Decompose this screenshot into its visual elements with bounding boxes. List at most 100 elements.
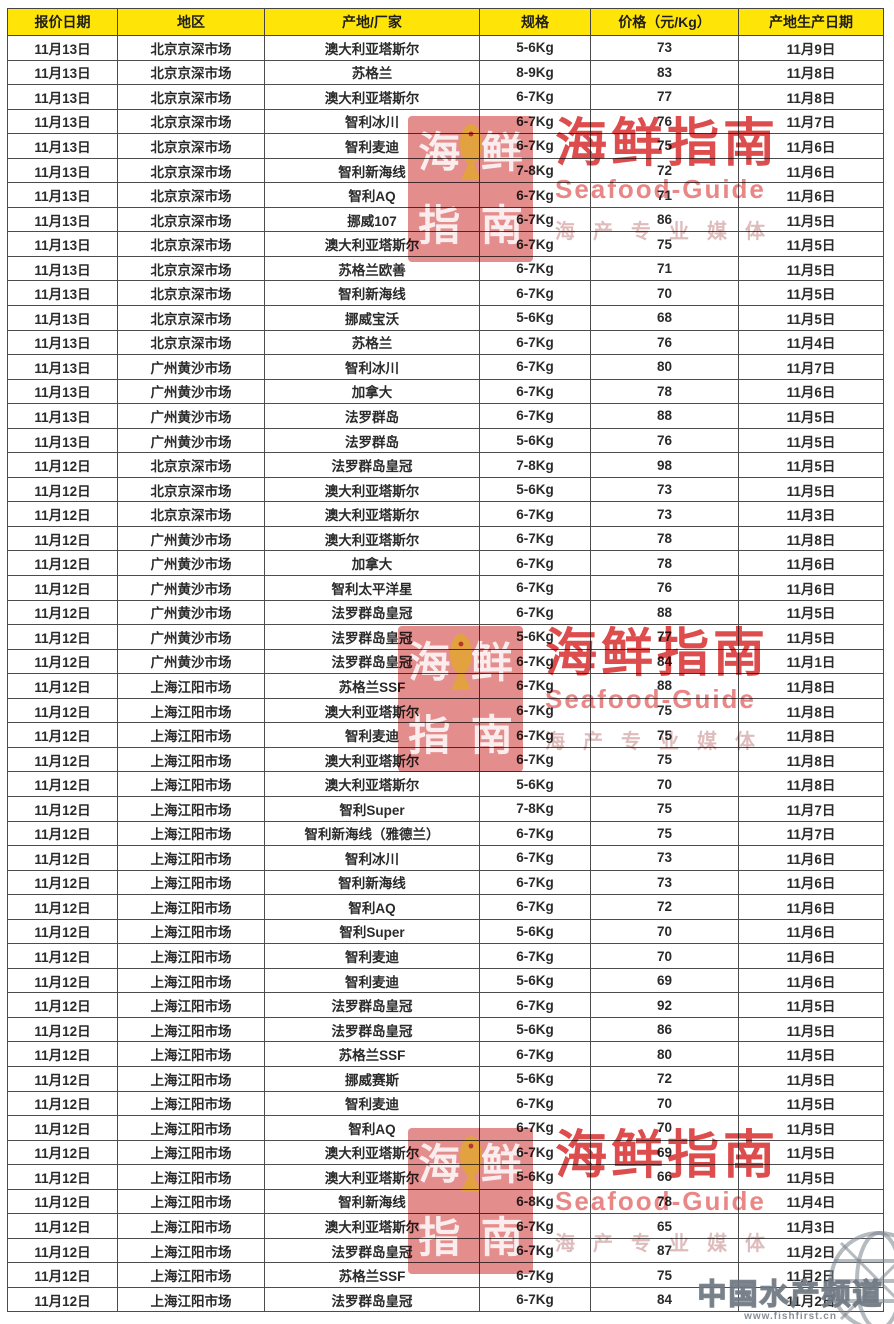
cell-spec: 6-7Kg <box>479 894 591 920</box>
cell-production_date: 11月6日 <box>738 182 884 208</box>
table-row: 11月13日 北京京深市场 苏格兰 6-7Kg 76 11月4日 <box>7 329 884 356</box>
cell-price: 72 <box>590 894 739 920</box>
table-body: 11月13日 北京京深市场 澳大利亚塔斯尔 5-6Kg 73 11月9日 11月13日 北京京… <box>7 35 884 1313</box>
cell-origin: 澳大利亚塔斯尔 <box>264 1139 480 1166</box>
cell-spec: 6-7Kg <box>479 550 591 577</box>
cell-region: 上海江阳市场 <box>117 771 265 797</box>
cell-price: 69 <box>590 1139 739 1166</box>
cell-region: 上海江阳市场 <box>117 967 265 994</box>
cell-region: 上海江阳市场 <box>117 1164 265 1190</box>
cell-origin: 挪威107 <box>264 206 480 233</box>
cell-region: 广州黄沙市场 <box>117 624 265 650</box>
cell-origin: 智利太平洋星 <box>264 575 480 601</box>
cell-production_date: 11月5日 <box>738 599 884 626</box>
cell-spec: 6-7Kg <box>479 869 591 896</box>
cell-region: 上海江阳市场 <box>117 697 265 724</box>
table-row: 11月12日 上海江阳市场 智利冰川 6-7Kg 73 11月6日 <box>7 845 884 871</box>
cell-origin: 智利新海线 <box>264 869 480 896</box>
cell-quote_date: 11月12日 <box>7 624 118 650</box>
cell-origin: 澳大利亚塔斯尔 <box>264 697 480 724</box>
cell-production_date: 11月9日 <box>738 35 884 61</box>
cell-region: 上海江阳市场 <box>117 746 265 773</box>
cell-spec: 5-6Kg <box>479 427 591 454</box>
cell-spec: 5-6Kg <box>479 771 591 797</box>
cell-origin: 澳大利亚塔斯尔 <box>264 231 480 257</box>
cell-price: 76 <box>590 108 739 135</box>
cell-quote_date: 11月12日 <box>7 820 118 847</box>
table-row: 11月13日 广州黄沙市场 法罗群岛 6-7Kg 88 11月5日 <box>7 403 884 429</box>
cell-origin: 法罗群岛皇冠 <box>264 599 480 626</box>
table-row: 11月12日 上海江阳市场 智利Super 7-8Kg 75 11月7日 <box>7 795 884 822</box>
cell-spec: 6-7Kg <box>479 255 591 282</box>
table-row: 11月12日 上海江阳市场 法罗群岛皇冠 5-6Kg 86 11月5日 <box>7 1016 884 1043</box>
cell-spec: 6-7Kg <box>479 673 591 699</box>
cell-origin: 智利冰川 <box>264 845 480 871</box>
cell-production_date: 11月2日 <box>738 1286 884 1313</box>
cell-origin: 澳大利亚塔斯尔 <box>264 525 480 552</box>
cell-spec: 6-7Kg <box>479 84 591 110</box>
cell-region: 广州黄沙市场 <box>117 525 265 552</box>
table-row: 11月12日 上海江阳市场 澳大利亚塔斯尔 6-7Kg 75 11月8日 <box>7 697 884 724</box>
cell-quote_date: 11月12日 <box>7 1237 118 1264</box>
table-row: 11月12日 广州黄沙市场 加拿大 6-7Kg 78 11月6日 <box>7 550 884 577</box>
cell-price: 98 <box>590 452 739 478</box>
cell-spec: 6-7Kg <box>479 820 591 847</box>
cell-region: 北京京深市场 <box>117 133 265 159</box>
table-row: 11月13日 北京京深市场 智利AQ 6-7Kg 71 11月6日 <box>7 182 884 208</box>
cell-spec: 6-7Kg <box>479 697 591 724</box>
cell-spec: 6-7Kg <box>479 1139 591 1166</box>
cell-quote_date: 11月12日 <box>7 476 118 503</box>
cell-origin: 智利新海线 <box>264 157 480 184</box>
cell-origin: 澳大利亚塔斯尔 <box>264 1213 480 1239</box>
cell-region: 北京京深市场 <box>117 305 265 331</box>
cell-spec: 5-6Kg <box>479 476 591 503</box>
cell-production_date: 11月5日 <box>738 452 884 478</box>
cell-price: 72 <box>590 1065 739 1092</box>
cell-production_date: 11月6日 <box>738 550 884 577</box>
cell-production_date: 11月8日 <box>738 59 884 86</box>
cell-price: 86 <box>590 1016 739 1043</box>
cell-production_date: 11月7日 <box>738 108 884 135</box>
cell-region: 北京京深市场 <box>117 329 265 356</box>
cell-price: 88 <box>590 403 739 429</box>
cell-price: 92 <box>590 992 739 1018</box>
cell-spec: 6-7Kg <box>479 403 591 429</box>
cell-origin: 加拿大 <box>264 378 480 405</box>
cell-production_date: 11月5日 <box>738 255 884 282</box>
cell-quote_date: 11月12日 <box>7 1016 118 1043</box>
cell-production_date: 11月6日 <box>738 918 884 945</box>
cell-origin: 法罗群岛皇冠 <box>264 624 480 650</box>
cell-region: 北京京深市场 <box>117 452 265 478</box>
cell-price: 84 <box>590 1286 739 1313</box>
cell-origin: 智利麦迪 <box>264 722 480 748</box>
cell-origin: 法罗群岛皇冠 <box>264 648 480 675</box>
cell-spec: 6-7Kg <box>479 280 591 307</box>
cell-production_date: 11月6日 <box>738 133 884 159</box>
cell-spec: 6-7Kg <box>479 845 591 871</box>
cell-origin: 澳大利亚塔斯尔 <box>264 501 480 527</box>
cell-production_date: 11月6日 <box>738 157 884 184</box>
cell-price: 73 <box>590 476 739 503</box>
cell-region: 上海江阳市场 <box>117 943 265 969</box>
cell-quote_date: 11月12日 <box>7 771 118 797</box>
table-row: 11月12日 上海江阳市场 法罗群岛皇冠 6-7Kg 92 11月5日 <box>7 992 884 1018</box>
table-row: 11月13日 北京京深市场 澳大利亚塔斯尔 6-7Kg 75 11月5日 <box>7 231 884 257</box>
cell-production_date: 11月4日 <box>738 1188 884 1215</box>
table-row: 11月13日 北京京深市场 智利麦迪 6-7Kg 75 11月6日 <box>7 133 884 159</box>
table-row: 11月12日 上海江阳市场 智利新海线（雅德兰） 6-7Kg 75 11月7日 <box>7 820 884 847</box>
column-header-origin: 产地/厂家 <box>264 8 480 36</box>
column-header-quote_date: 报价日期 <box>7 8 118 36</box>
cell-production_date: 11月5日 <box>738 427 884 454</box>
cell-origin: 法罗群岛 <box>264 427 480 454</box>
cell-quote_date: 11月13日 <box>7 231 118 257</box>
cell-quote_date: 11月12日 <box>7 894 118 920</box>
cell-region: 北京京深市场 <box>117 84 265 110</box>
cell-origin: 智利麦迪 <box>264 943 480 969</box>
cell-region: 北京京深市场 <box>117 501 265 527</box>
cell-production_date: 11月5日 <box>738 1115 884 1141</box>
table-row: 11月12日 上海江阳市场 澳大利亚塔斯尔 6-7Kg 75 11月8日 <box>7 746 884 773</box>
cell-production_date: 11月2日 <box>738 1262 884 1288</box>
cell-region: 北京京深市场 <box>117 35 265 61</box>
cell-spec: 6-7Kg <box>479 746 591 773</box>
cell-origin: 苏格兰SSF <box>264 673 480 699</box>
